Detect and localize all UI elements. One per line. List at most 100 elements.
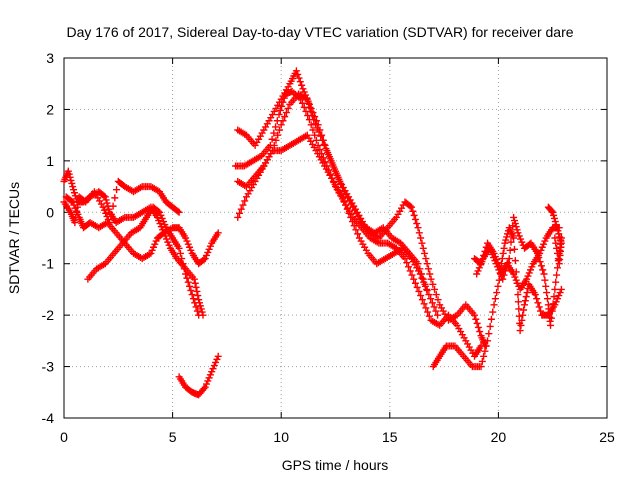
data-point-marker: [174, 207, 182, 215]
data-point-marker: [421, 280, 429, 288]
data-point-marker: [510, 213, 518, 221]
data-point-marker: [557, 236, 565, 244]
data-point-marker: [480, 352, 488, 360]
data-point-marker: [182, 270, 190, 278]
data-point-marker: [305, 99, 313, 107]
data-point-marker: [184, 240, 192, 248]
data-point-marker: [520, 301, 528, 309]
data-point-marker: [410, 211, 418, 219]
y-tick-label: -3: [42, 359, 55, 375]
data-point-marker: [193, 307, 201, 315]
data-point-marker: [491, 295, 499, 303]
data-point-marker: [410, 275, 418, 283]
data-point-marker: [310, 116, 318, 124]
data-point-marker: [241, 197, 249, 205]
data-point-marker: [270, 129, 278, 137]
data-point-marker: [65, 170, 73, 178]
data-point-marker: [408, 271, 416, 279]
data-point-marker: [511, 273, 519, 281]
data-point-marker: [183, 274, 191, 282]
series-track-l: [473, 213, 565, 329]
data-point-marker: [550, 293, 558, 301]
data-point-marker: [67, 197, 75, 205]
data-point-marker: [512, 276, 520, 284]
data-point-marker: [498, 255, 506, 263]
data-point-marker: [421, 249, 429, 257]
data-point-marker: [415, 229, 423, 237]
data-point-marker: [318, 136, 326, 144]
data-point-marker: [517, 235, 525, 243]
data-point-marker: [72, 213, 80, 221]
data-point-marker: [71, 219, 79, 227]
data-point-marker: [487, 315, 495, 323]
y-tick-label: 2: [46, 101, 54, 117]
data-point-marker: [268, 135, 276, 143]
data-point-marker: [183, 237, 191, 245]
data-point-marker: [495, 276, 503, 284]
data-point-marker: [506, 246, 514, 254]
data-point-marker: [431, 285, 439, 293]
data-point-marker: [315, 128, 323, 136]
data-point-marker: [508, 230, 516, 238]
data-point-marker: [279, 98, 287, 106]
data-point-marker: [557, 285, 565, 293]
data-series: [60, 67, 565, 399]
data-point-marker: [298, 99, 306, 107]
data-point-marker: [332, 169, 340, 177]
data-point-marker: [543, 295, 551, 303]
x-tick-label: 10: [273, 429, 289, 445]
data-point-marker: [194, 292, 202, 300]
data-point-marker: [186, 243, 194, 251]
data-point-marker: [195, 311, 203, 319]
data-point-marker: [208, 368, 216, 376]
data-point-marker: [553, 224, 561, 232]
data-point-marker: [277, 121, 285, 129]
x-tick-label: 0: [60, 429, 68, 445]
data-point-marker: [311, 131, 319, 139]
data-point-marker: [338, 193, 346, 201]
data-point-marker: [552, 278, 560, 286]
data-point-marker: [413, 220, 421, 228]
data-point-marker: [516, 327, 524, 335]
x-tick-label: 5: [169, 429, 177, 445]
data-point-marker: [210, 362, 218, 370]
data-point-marker: [101, 193, 109, 201]
data-point-marker: [334, 173, 342, 181]
data-point-marker: [539, 266, 547, 274]
data-point-marker: [313, 124, 321, 132]
data-point-marker: [279, 117, 287, 125]
data-point-marker: [99, 203, 107, 211]
y-tick-label: 0: [46, 204, 54, 220]
data-point-marker: [295, 74, 303, 82]
plot-frame: [63, 57, 608, 419]
series-track-b: [62, 193, 222, 268]
data-point-marker: [511, 220, 519, 228]
y-tick-label: 1: [46, 153, 54, 169]
data-point-marker: [187, 286, 195, 294]
data-point-marker: [411, 215, 419, 223]
data-point-marker: [214, 229, 222, 237]
data-point-marker: [105, 205, 113, 213]
data-point-marker: [540, 270, 548, 278]
data-point-marker: [519, 311, 527, 319]
data-point-marker: [308, 112, 316, 120]
data-point-marker: [555, 230, 563, 238]
series-track-i: [234, 90, 431, 293]
data-point-marker: [237, 205, 245, 213]
data-point-marker: [556, 289, 564, 297]
data-point-marker: [430, 303, 438, 311]
data-point-marker: [235, 209, 243, 217]
data-point-marker: [201, 383, 209, 391]
data-point-marker: [280, 94, 288, 102]
data-point-marker: [471, 311, 479, 319]
data-point-marker: [517, 321, 525, 329]
data-point-marker: [534, 299, 542, 307]
series-track-a: [60, 167, 207, 319]
data-point-marker: [481, 347, 489, 355]
data-point-marker: [205, 245, 213, 253]
data-point-marker: [550, 211, 558, 219]
data-point-marker: [474, 323, 482, 331]
data-point-marker: [515, 312, 523, 320]
data-point-marker: [522, 293, 530, 301]
data-point-marker: [179, 260, 187, 268]
